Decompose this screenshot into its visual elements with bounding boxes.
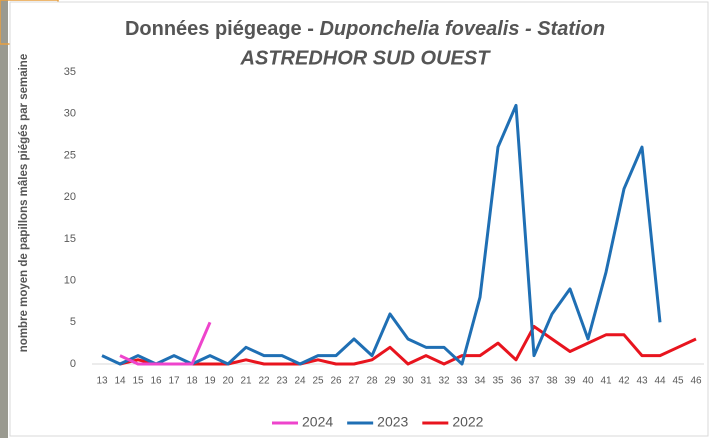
x-tick-label: 14 bbox=[114, 376, 126, 387]
title-part: Données piégeage - bbox=[125, 18, 320, 40]
x-tick-label: 28 bbox=[366, 376, 378, 387]
x-tick-label: 33 bbox=[456, 376, 468, 387]
x-tick-label: 15 bbox=[132, 376, 144, 387]
x-tick-label: 42 bbox=[618, 376, 630, 387]
x-tick-label: 31 bbox=[420, 376, 432, 387]
legend-label: 2022 bbox=[452, 414, 483, 430]
x-tick-label: 24 bbox=[294, 376, 306, 387]
x-tick-label: 34 bbox=[474, 376, 486, 387]
x-tick-label: 30 bbox=[402, 376, 414, 387]
x-tick-label: 37 bbox=[528, 376, 540, 387]
x-tick-label: 21 bbox=[240, 376, 252, 387]
y-tick-label: 10 bbox=[64, 274, 76, 286]
x-tick-label: 22 bbox=[258, 376, 270, 387]
page: Données piégeage - Duponchelia fovealis … bbox=[0, 0, 711, 438]
photo-strip bbox=[0, 0, 8, 438]
y-tick-label: 20 bbox=[64, 191, 76, 203]
x-tick-label: 38 bbox=[546, 376, 558, 387]
y-tick-label: 35 bbox=[64, 66, 76, 78]
x-tick-label: 16 bbox=[150, 376, 162, 387]
x-tick-label: 13 bbox=[96, 376, 108, 387]
chart-title: ASTREDHOR SUD OUEST bbox=[240, 47, 492, 69]
x-tick-label: 26 bbox=[330, 376, 342, 387]
x-tick-label: 36 bbox=[510, 376, 522, 387]
x-tick-label: 44 bbox=[654, 376, 666, 387]
y-tick-label: 25 bbox=[64, 149, 76, 161]
chart-title: Données piégeage - Duponchelia fovealis … bbox=[125, 18, 605, 40]
x-tick-label: 19 bbox=[204, 376, 216, 387]
x-tick-label: 35 bbox=[492, 376, 504, 387]
y-tick-label: 0 bbox=[70, 358, 76, 370]
x-tick-label: 18 bbox=[186, 376, 198, 387]
legend-label: 2024 bbox=[302, 414, 333, 430]
x-tick-label: 40 bbox=[582, 376, 594, 387]
y-tick-label: 15 bbox=[64, 233, 76, 245]
x-tick-label: 29 bbox=[384, 376, 396, 387]
y-tick-label: 30 bbox=[64, 108, 76, 120]
x-tick-label: 41 bbox=[600, 376, 612, 387]
x-tick-label: 43 bbox=[636, 376, 648, 387]
x-tick-label: 39 bbox=[564, 376, 576, 387]
x-tick-label: 23 bbox=[276, 376, 288, 387]
x-tick-label: 32 bbox=[438, 376, 450, 387]
y-axis-label: nombre moyen de papillons mâles piégés p… bbox=[17, 53, 31, 353]
x-tick-label: 45 bbox=[672, 376, 684, 387]
x-tick-label: 46 bbox=[690, 376, 702, 387]
x-tick-label: 17 bbox=[168, 376, 180, 387]
legend-label: 2023 bbox=[377, 414, 408, 430]
x-tick-label: 25 bbox=[312, 376, 324, 387]
y-tick-label: 5 bbox=[70, 316, 76, 328]
chart: Données piégeage - Duponchelia fovealis … bbox=[0, 0, 711, 438]
x-tick-label: 27 bbox=[348, 376, 360, 387]
x-tick-label: 20 bbox=[222, 376, 234, 387]
title-part: Duponchelia fovealis - Station bbox=[319, 18, 605, 40]
